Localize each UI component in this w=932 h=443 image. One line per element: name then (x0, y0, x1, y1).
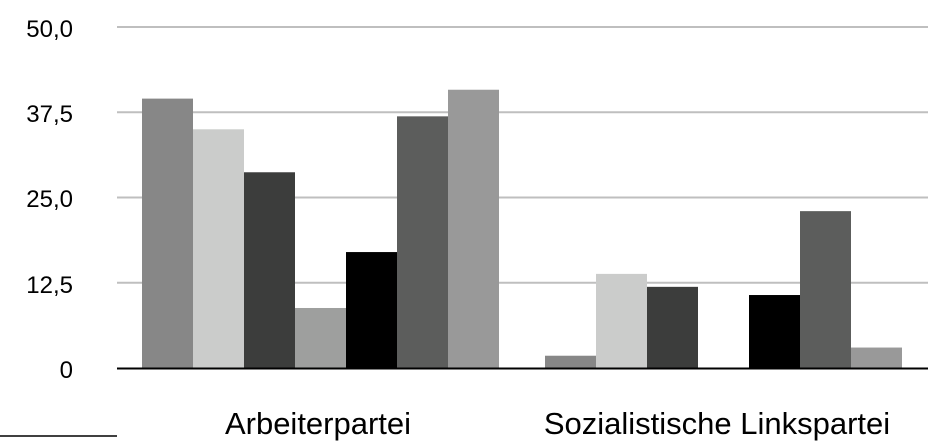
y-tick-label: 0 (60, 357, 73, 384)
y-tick-label: 25,0 (26, 186, 73, 213)
bar (545, 355, 596, 368)
bar (647, 286, 698, 368)
bar (346, 252, 397, 368)
x-axis-category-labels: Arbeiterpartei Sozialistische Linksparte… (225, 406, 890, 441)
x-category-label: Arbeiterpartei (225, 406, 411, 441)
bar (193, 129, 244, 368)
bars (142, 89, 902, 369)
bar (448, 89, 499, 368)
y-axis-tick-labels: 0 12,5 25,0 37,5 50,0 (26, 16, 73, 384)
bar (142, 98, 193, 369)
bar (295, 307, 346, 368)
bar (851, 347, 902, 368)
y-tick-label: 12,5 (26, 272, 73, 299)
bar (800, 211, 851, 368)
bar (749, 295, 800, 368)
bar (244, 172, 295, 368)
y-tick-label: 50,0 (26, 16, 73, 43)
bar (397, 116, 448, 368)
x-category-label: Sozialistische Linkspartei (544, 406, 890, 441)
y-tick-label: 37,5 (26, 101, 73, 128)
bar (596, 273, 647, 368)
